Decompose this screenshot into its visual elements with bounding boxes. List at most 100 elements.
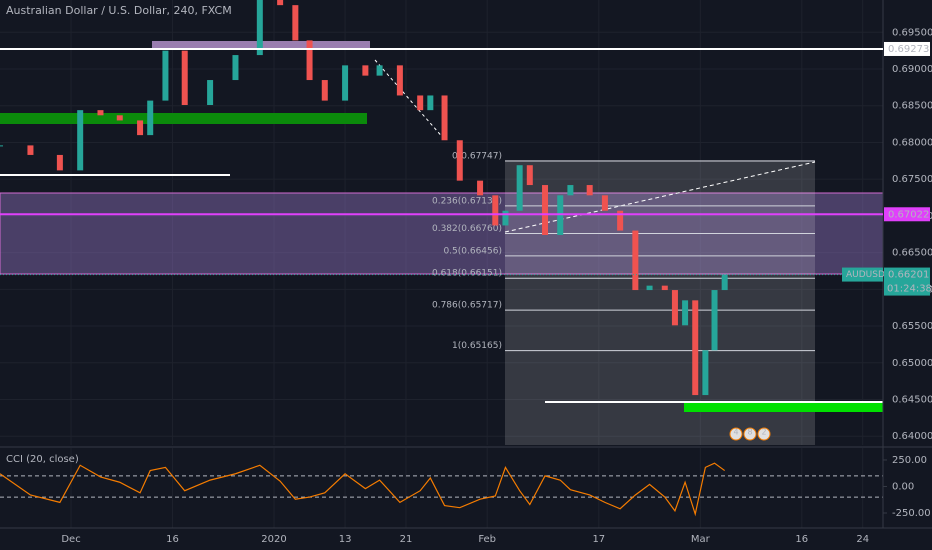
candle bbox=[441, 95, 448, 141]
candle bbox=[362, 65, 369, 76]
candle bbox=[396, 65, 403, 96]
grid bbox=[0, 0, 883, 528]
y-tick-label: 0.64500 bbox=[892, 394, 932, 405]
x-tick-label: 13 bbox=[339, 534, 352, 545]
candle bbox=[427, 95, 434, 111]
y-tick-label: 0.64000 bbox=[892, 431, 932, 442]
candle bbox=[342, 65, 349, 101]
candle bbox=[702, 350, 709, 396]
y-tick-label: 0.00 bbox=[892, 481, 914, 492]
price-label-box bbox=[884, 207, 930, 222]
x-tick-label: 16 bbox=[166, 534, 179, 545]
fib-box bbox=[505, 160, 815, 445]
candle bbox=[116, 115, 123, 121]
candle bbox=[147, 100, 154, 136]
candle bbox=[646, 285, 653, 291]
axes: Dec 16 2020 13 21 Feb 17 Mar 16 240.695000.690000… bbox=[61, 27, 932, 545]
candle bbox=[661, 285, 668, 291]
x-tick-label: 17 bbox=[592, 534, 605, 545]
candle bbox=[601, 195, 608, 211]
fib-label: 0.236(0.67137) bbox=[432, 196, 502, 206]
price-label: 0.67022 bbox=[888, 209, 929, 220]
event-label: 4 bbox=[733, 428, 738, 437]
price-label: 0.69273 bbox=[888, 44, 929, 55]
symbol-box bbox=[842, 267, 883, 282]
indicator-title: CCI (20, close) bbox=[6, 454, 79, 465]
y-tick-label: 0.68500 bbox=[892, 101, 932, 112]
fib-label: 0.786(0.65717) bbox=[432, 301, 502, 311]
fib-label: 0(0.67747) bbox=[452, 152, 502, 162]
drawings bbox=[0, 0, 932, 529]
support-zone bbox=[0, 113, 367, 124]
y-tick-label: 0.65500 bbox=[892, 321, 932, 332]
candle bbox=[586, 185, 593, 196]
candle bbox=[292, 5, 299, 41]
candle bbox=[456, 140, 463, 181]
trend-line bbox=[504, 161, 816, 233]
y-tick-label: 0.66500 bbox=[892, 248, 932, 259]
y-tick-label: -250.00 bbox=[892, 508, 931, 519]
candle bbox=[567, 185, 574, 196]
trend-line bbox=[374, 59, 446, 141]
candle bbox=[721, 274, 728, 291]
price-label: 0.66201 bbox=[888, 270, 929, 281]
fib-label: 0.618(0.66151) bbox=[432, 269, 502, 279]
candle bbox=[376, 65, 383, 76]
candle bbox=[526, 165, 533, 186]
price-label-box bbox=[884, 41, 930, 56]
x-tick-label: Dec bbox=[61, 534, 80, 545]
fib-label: 1(0.65165) bbox=[452, 341, 502, 351]
y-tick-label: 0.67500 bbox=[892, 174, 932, 185]
candle bbox=[492, 195, 499, 226]
support-zone bbox=[684, 402, 883, 412]
candle bbox=[256, 0, 263, 56]
fib-label: 0.5(0.66456) bbox=[443, 246, 502, 256]
x-tick-label: 2020 bbox=[261, 534, 286, 545]
candle bbox=[207, 80, 214, 106]
y-tick-label: 0.65000 bbox=[892, 358, 932, 369]
candle bbox=[711, 290, 718, 351]
candle bbox=[502, 210, 509, 226]
candle bbox=[77, 110, 84, 171]
event-label: 2 bbox=[761, 428, 766, 437]
candle bbox=[682, 300, 689, 326]
chart-title: Australian Dollar / U.S. Dollar, 240, FX… bbox=[6, 4, 232, 17]
x-tick-label: 24 bbox=[856, 534, 869, 545]
candle bbox=[56, 154, 63, 171]
x-tick-label: Mar bbox=[691, 534, 711, 545]
candle bbox=[632, 230, 639, 291]
candle bbox=[477, 180, 484, 196]
y-tick-label: 0.69000 bbox=[892, 64, 932, 75]
event-label: 8 bbox=[747, 428, 752, 437]
countdown: 01:24:38 bbox=[887, 284, 932, 295]
x-tick-label: 21 bbox=[400, 534, 413, 545]
candle bbox=[516, 165, 523, 211]
candle bbox=[417, 95, 424, 111]
candle bbox=[306, 40, 313, 81]
candle bbox=[321, 80, 328, 101]
x-tick-label: 16 bbox=[795, 534, 808, 545]
y-tick-label: 0.69500 bbox=[892, 27, 932, 38]
candle bbox=[27, 145, 34, 155]
y-tick-label: 0.68000 bbox=[892, 137, 932, 148]
candle bbox=[542, 185, 549, 235]
marks: 0(0.67747) 0.236(0.67137) 0.382(0.66760) 0.… bbox=[0, 0, 883, 517]
event-badge bbox=[743, 427, 757, 441]
event-badge bbox=[729, 427, 743, 441]
price-label-box bbox=[884, 267, 930, 296]
candle bbox=[0, 145, 3, 147]
indicator-line bbox=[0, 462, 726, 517]
x-tick-label: Feb bbox=[478, 534, 496, 545]
candle bbox=[181, 50, 188, 106]
symbol-label: AUDUSD bbox=[846, 270, 885, 280]
candle bbox=[162, 50, 169, 101]
candle bbox=[617, 210, 624, 231]
candle bbox=[97, 110, 104, 116]
candle bbox=[232, 55, 239, 81]
candle bbox=[277, 0, 284, 6]
fib-label: 0.382(0.66760) bbox=[432, 224, 502, 234]
candle bbox=[692, 300, 699, 396]
y-tick-label: 250.00 bbox=[892, 455, 927, 466]
candle bbox=[671, 290, 678, 326]
